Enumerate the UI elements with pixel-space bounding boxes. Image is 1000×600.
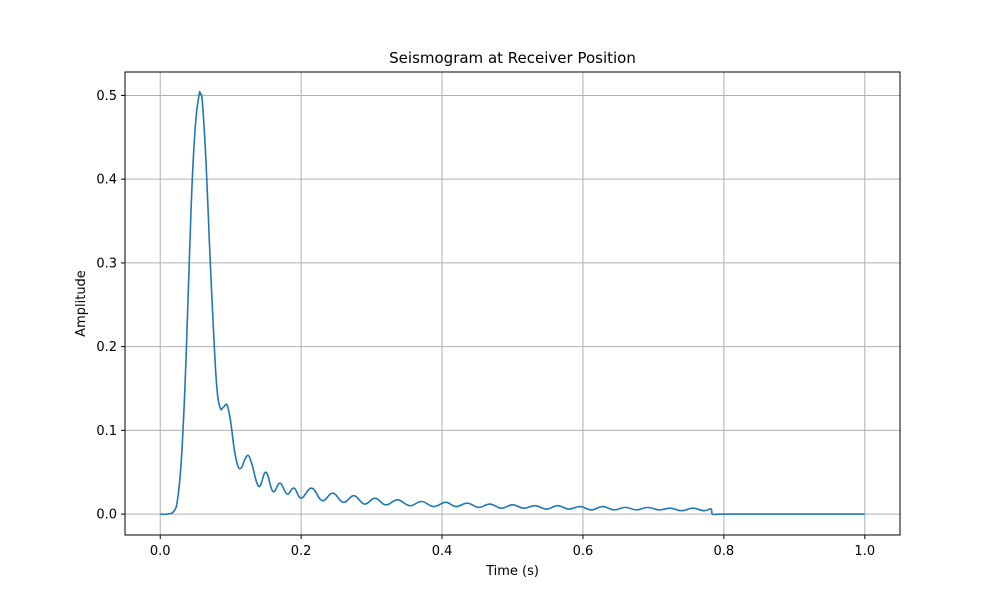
y-axis-label: Amplitude bbox=[74, 270, 89, 337]
x-tick-label: 0.2 bbox=[291, 544, 312, 559]
y-tick-label: 0.5 bbox=[96, 89, 117, 104]
x-tick-label: 0.4 bbox=[432, 544, 453, 559]
chart-title: Seismogram at Receiver Position bbox=[389, 49, 636, 67]
x-axis-label: Time (s) bbox=[485, 564, 539, 579]
x-tick-label: 0.8 bbox=[714, 544, 735, 559]
y-tick-label: 0.2 bbox=[96, 340, 117, 355]
series-layer bbox=[160, 90, 865, 516]
grid-layer bbox=[125, 72, 900, 535]
x-tick-label: 0.0 bbox=[150, 544, 171, 559]
tick-layer: 0.0 0.2 0.4 0.6 0.8 1.0 0.0 0.1 0.2 0.3 0.4 0.5 bbox=[96, 89, 875, 559]
y-tick-label: 0.0 bbox=[96, 508, 117, 523]
seismogram-line bbox=[160, 90, 865, 516]
x-tick-label: 0.6 bbox=[573, 544, 594, 559]
x-tick-label: 1.0 bbox=[854, 544, 875, 559]
y-tick-label: 0.1 bbox=[96, 424, 117, 439]
plot-frame bbox=[124, 71, 901, 536]
y-tick-label: 0.4 bbox=[96, 173, 117, 188]
y-tick-label: 0.3 bbox=[96, 256, 117, 271]
